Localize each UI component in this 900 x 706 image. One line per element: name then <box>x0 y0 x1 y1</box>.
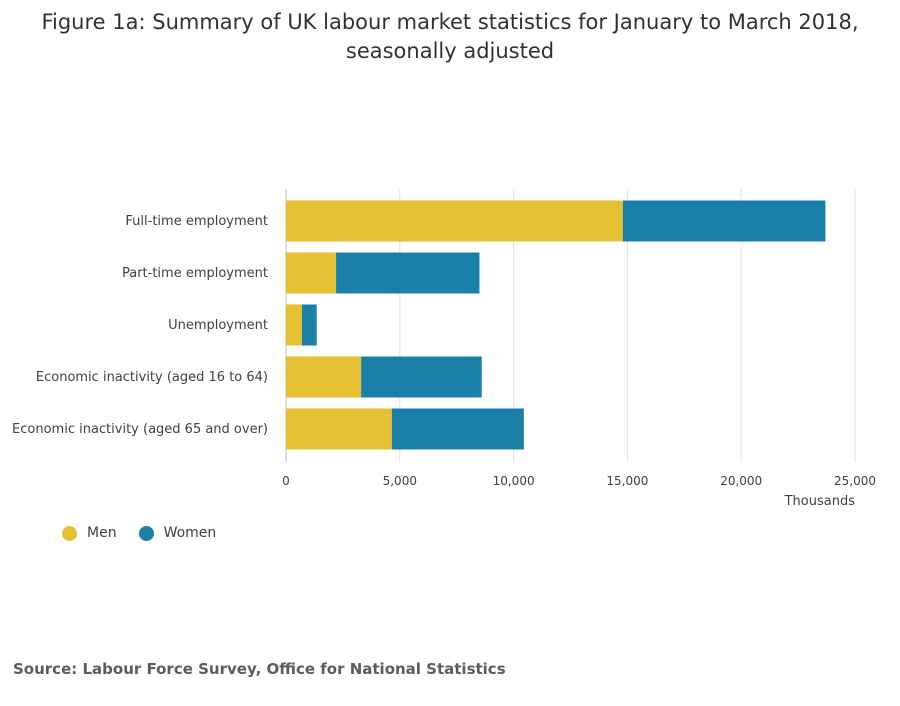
category-label: Economic inactivity (aged 16 to 64) <box>36 370 268 385</box>
bar-men[interactable] <box>286 356 362 398</box>
legend-item-women[interactable]: Women <box>138 525 217 541</box>
x-tick-label: 20,000 <box>720 474 762 488</box>
legend-men-label: Men <box>87 525 117 541</box>
category-label: Part-time employment <box>122 266 268 281</box>
bar-chart: Full-time employment Part-time employment… <box>12 189 876 509</box>
source-note: Source: Labour Force Survey, Office for … <box>13 660 506 678</box>
x-axis-title: Thousands <box>784 494 856 509</box>
bar-men[interactable] <box>286 252 337 294</box>
legend: Men Women <box>62 525 238 541</box>
bar-women[interactable] <box>391 408 524 450</box>
x-tick-labels: 0 5,000 10,000 15,000 20,000 25,000 <box>282 474 876 488</box>
category-label: Unemployment <box>168 318 268 333</box>
x-tick-label: 15,000 <box>606 474 648 488</box>
x-tick-label: 5,000 <box>383 474 417 488</box>
x-tick-label: 0 <box>282 474 290 488</box>
category-label: Full-time employment <box>125 214 268 229</box>
bar-women[interactable] <box>361 356 482 398</box>
bar-women[interactable] <box>301 304 317 346</box>
legend-item-men[interactable]: Men <box>62 525 117 541</box>
legend-men-swatch <box>62 525 77 541</box>
bar-men[interactable] <box>286 200 623 242</box>
bar-women[interactable] <box>622 200 826 242</box>
category-labels: Full-time employment Part-time employment… <box>12 214 268 437</box>
x-tick-label: 10,000 <box>493 474 535 488</box>
bar-men[interactable] <box>286 304 302 346</box>
legend-women-swatch <box>138 525 154 541</box>
x-tick-label: 25,000 <box>834 474 876 488</box>
bars <box>286 200 826 450</box>
bar-women[interactable] <box>336 252 480 294</box>
bar-men[interactable] <box>286 408 392 450</box>
chart-title: Figure 1a: Summary of UK labour market s… <box>41 10 859 63</box>
category-label: Economic inactivity (aged 65 and over) <box>12 422 268 437</box>
legend-women-label: Women <box>163 525 217 541</box>
